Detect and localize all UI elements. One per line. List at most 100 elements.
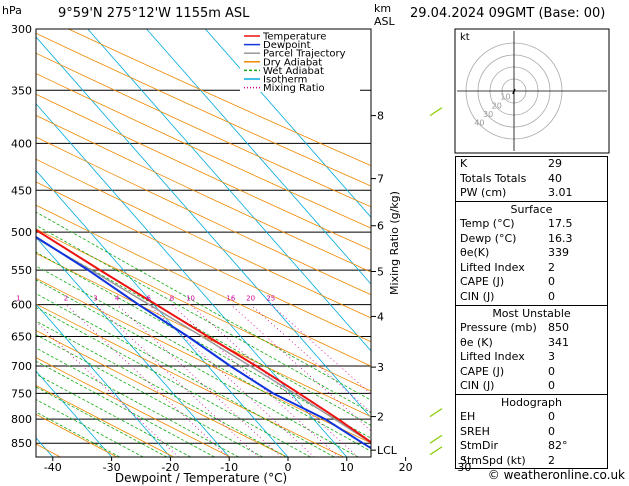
- surface-li-label: Lifted Index: [460, 260, 525, 274]
- temp-tick-label: -30: [103, 461, 121, 474]
- eh-label: EH: [460, 410, 476, 423]
- legend-label: Wet Adiabat: [263, 66, 324, 77]
- parcel-trajectory-line: [36, 237, 371, 444]
- wet-adiabat: [36, 211, 371, 401]
- isotherm: [87, 29, 371, 352]
- hodograph-ring-label: 30: [483, 110, 493, 119]
- sounding-profiles: [36, 228, 371, 450]
- hodograph-ring-label: 10: [500, 93, 510, 102]
- k-label: K: [460, 157, 468, 170]
- surface-title: Surface: [510, 203, 553, 216]
- height-tick-label: 4: [377, 310, 384, 323]
- pressure-tick-label: 350: [11, 84, 32, 97]
- pw-label: PW (cm): [460, 186, 507, 200]
- wet-adiabat: [36, 307, 311, 457]
- most-unstable-table: Most Unstable Pressure (mb) 850 θe (K) 341…: [455, 305, 608, 395]
- hodograph-table: Hodograph EH 0 SREH 0 StmDir 82° StmSpd (kt…: [455, 394, 608, 470]
- surface-cin-label: CIN (J): [460, 289, 495, 303]
- plot-frame: [35, 28, 372, 458]
- pressure-tick-label: 550: [11, 264, 32, 277]
- stmdir-value: 82°: [548, 439, 568, 453]
- mixing-ratio-line: [95, 304, 259, 457]
- height-tick-label: 7: [377, 173, 384, 186]
- surface-cape-label: CAPE (J): [460, 275, 505, 289]
- tt-label: Totals Totals: [460, 171, 527, 185]
- stmspd-value: 2: [548, 453, 555, 467]
- temp-tick-label: -40: [44, 461, 62, 474]
- asl-unit: ASL: [374, 15, 395, 28]
- mixing-ratio-line: [171, 304, 339, 457]
- wet-adiabat: [36, 360, 215, 457]
- height-tick-label: 8: [377, 110, 384, 123]
- pressure-tick-label: 700: [11, 360, 32, 373]
- legend-label: Temperature: [262, 32, 326, 43]
- temp-tick-label: -10: [220, 461, 238, 474]
- height-tick-label: 6: [377, 220, 384, 233]
- pressure-tick-label: 400: [11, 137, 32, 150]
- mixing-ratio-label: 6: [147, 295, 152, 303]
- temperature-line: [36, 228, 371, 444]
- indices-table: K 29 Totals Totals 40 PW (cm) 3.01: [455, 156, 608, 202]
- mixing-ratio-label: 8: [170, 295, 174, 303]
- surface-dewp-value: 16.3: [548, 231, 573, 245]
- dry-adiabat: [36, 73, 371, 229]
- pw-value: 3.01: [548, 186, 573, 200]
- k-index-row: K 29: [456, 157, 607, 172]
- mu-cin-label: CIN (J): [460, 379, 495, 393]
- temp-tick-label: 10: [340, 461, 354, 474]
- mixing-ratio-lines: [36, 304, 371, 457]
- hodograph-trace: [512, 88, 516, 95]
- temp-tick-label: 20: [399, 461, 413, 474]
- surface-cin-value: 0: [548, 289, 555, 303]
- stmdir-label: StmDir: [460, 439, 499, 453]
- surface-dewp-label: Dewp (°C): [460, 231, 517, 245]
- surface-li-value: 2: [548, 260, 555, 274]
- stmspd-label: StmSpd (kt): [460, 453, 526, 467]
- mixing-ratio-label: 25: [266, 295, 275, 303]
- wind-barb: [429, 434, 443, 444]
- location-title: 9°59'N 275°12'W 1155m ASL: [58, 6, 250, 21]
- isotherm: [146, 29, 371, 285]
- mu-pres-label: Pressure (mb): [460, 321, 537, 334]
- wet-adiabat: [36, 251, 371, 439]
- legend-label: Dewpoint: [263, 40, 311, 51]
- pressure-tick-label: 600: [11, 299, 32, 312]
- isotherm: [36, 370, 112, 457]
- pressure-tick-label: 800: [11, 413, 32, 426]
- mixing-ratio-label: 16: [226, 295, 235, 303]
- surface-table: Surface Temp (°C) 17.5 Dewp (°C) 16.3 θe(K…: [455, 201, 608, 306]
- dry-adiabat: [68, 29, 371, 167]
- dry-adiabat-lines: [36, 29, 371, 457]
- wet-adiabat: [36, 265, 371, 452]
- pressure-tick-label: 500: [11, 226, 32, 239]
- mixing-ratio-label: 20: [246, 295, 255, 303]
- mixing-ratio-labels: 1 2 3 4 6 8 10 16 20 25: [16, 295, 275, 303]
- pressure-tick-label: 750: [11, 387, 32, 400]
- wet-adiabat-lines: [36, 211, 371, 457]
- mixing-ratio-line: [148, 304, 315, 457]
- km-unit: km: [374, 2, 392, 15]
- surface-cape-value: 0: [548, 275, 555, 289]
- mu-li-value: 3: [548, 350, 555, 364]
- wet-adiabat: [36, 279, 359, 457]
- wet-adiabat: [36, 347, 239, 457]
- surface-temp-value: 17.5: [548, 217, 573, 230]
- wind-barb: [429, 408, 443, 418]
- mixing-ratio-label: 3: [93, 295, 97, 303]
- isotherm: [36, 170, 289, 457]
- wet-adiabat: [36, 293, 335, 457]
- srh-value: 0: [548, 424, 555, 438]
- height-tick-label: 2: [377, 411, 384, 424]
- pw-row: PW (cm) 3.01: [456, 186, 607, 201]
- pressure-tick-label: 450: [11, 184, 32, 197]
- legend-label: Parcel Trajectory: [263, 49, 346, 60]
- legend-label: Mixing Ratio: [263, 83, 325, 94]
- mixing-ratio-label: 2: [64, 295, 68, 303]
- wet-adiabat: [36, 224, 371, 414]
- dry-adiabat: [36, 181, 371, 343]
- dry-adiabat: [36, 385, 174, 457]
- isotherm: [205, 29, 371, 218]
- mixing-ratio-label: 1: [16, 295, 20, 303]
- mixing-ratio-label: 4: [115, 295, 120, 303]
